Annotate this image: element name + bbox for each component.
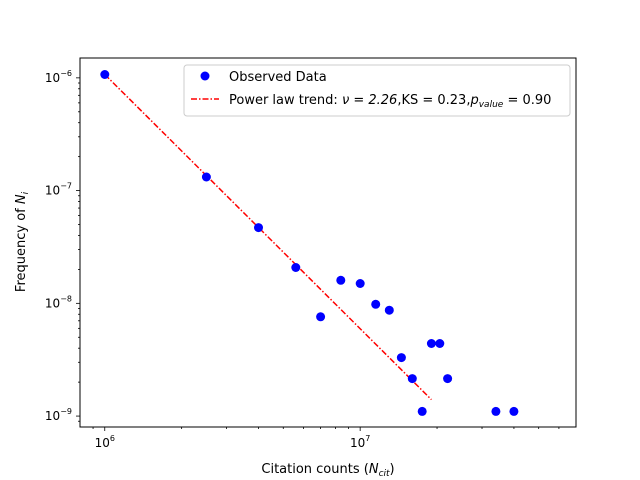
data-point bbox=[316, 312, 326, 322]
data-point bbox=[291, 263, 301, 272]
data-point bbox=[254, 223, 263, 233]
data-point bbox=[371, 299, 381, 309]
legend-label-observed: Observed Data bbox=[229, 70, 327, 85]
y-tick-label: 10−7 bbox=[45, 182, 72, 198]
plot-frame bbox=[79, 57, 577, 428]
x-axis-label: Citation counts (Ncit) bbox=[261, 462, 394, 479]
legend-marker-observed bbox=[200, 71, 210, 81]
data-point bbox=[396, 353, 406, 363]
y-tick-label: 10−8 bbox=[45, 294, 72, 310]
trend-line bbox=[104, 73, 432, 401]
data-point bbox=[201, 172, 211, 182]
data-point bbox=[355, 279, 365, 288]
legend-box bbox=[183, 64, 571, 117]
data-point bbox=[509, 406, 519, 416]
y-axis-label: Frequency of Ni bbox=[14, 191, 31, 292]
legend: Observed Data Power law trend: ν = 2.26,… bbox=[183, 64, 571, 117]
x-tick-label: 107 bbox=[350, 434, 370, 450]
data-point bbox=[100, 70, 110, 79]
data-point bbox=[443, 374, 453, 384]
data-point bbox=[384, 305, 394, 315]
legend-label-trend: Power law trend: ν = 2.26,KS = 0.23,pval… bbox=[229, 93, 551, 110]
data-point bbox=[417, 406, 427, 416]
data-point bbox=[426, 339, 436, 348]
data-point bbox=[407, 374, 417, 384]
y-tick-label: 10−6 bbox=[45, 69, 72, 85]
data-point bbox=[435, 339, 445, 348]
y-tick-label: 10−9 bbox=[45, 407, 72, 423]
x-tick-label: 106 bbox=[95, 434, 115, 450]
data-point bbox=[336, 275, 346, 285]
data-point bbox=[491, 406, 501, 416]
